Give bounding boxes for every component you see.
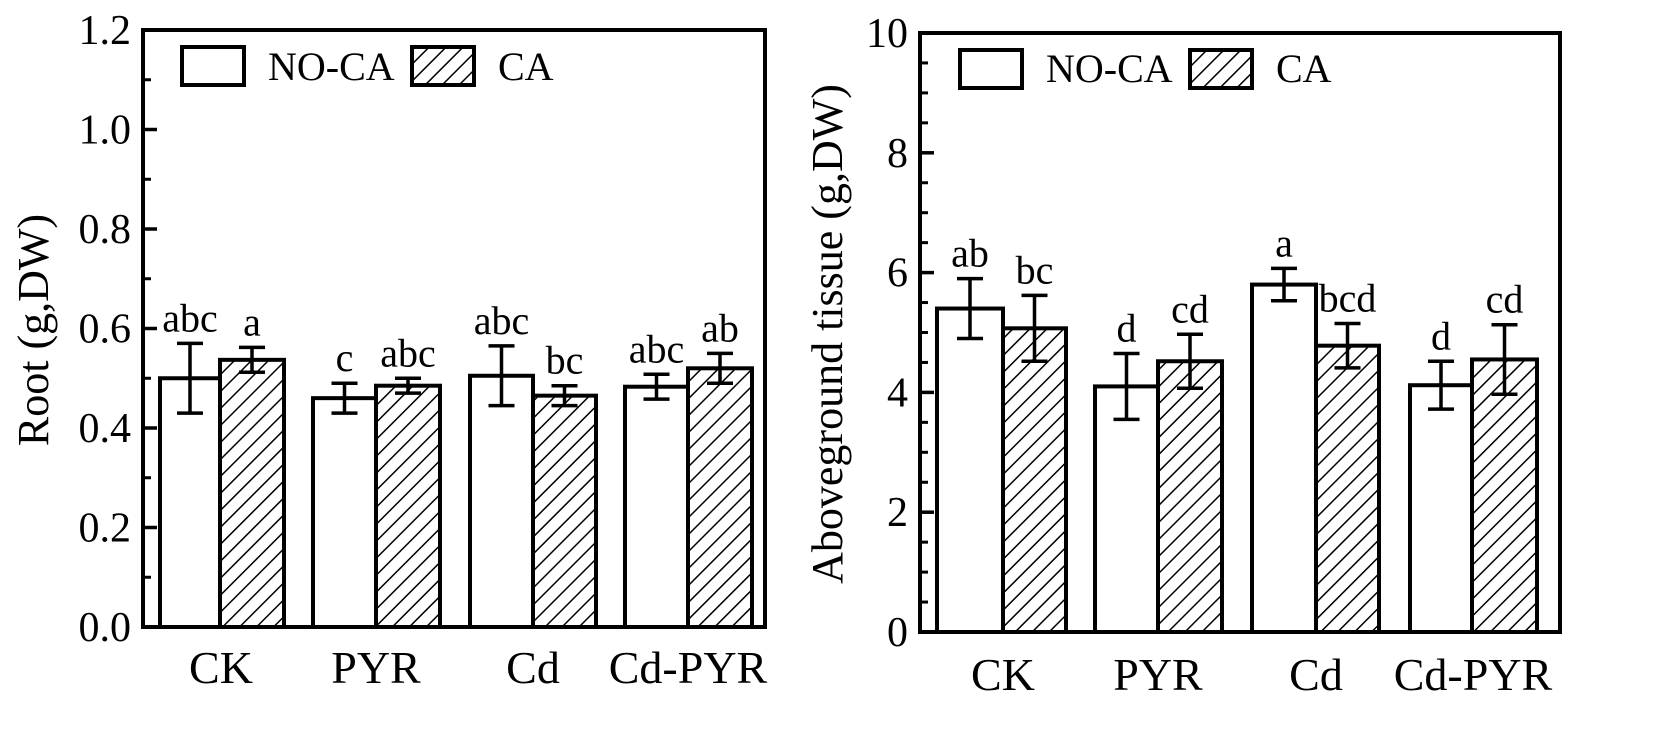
aboveground-x-category-label-pyr: PYR bbox=[1113, 649, 1203, 700]
root-bar-cd-ca bbox=[531, 393, 598, 629]
legend-ca-label: CA bbox=[498, 44, 554, 89]
root-legend: NO-CA CA bbox=[180, 44, 554, 89]
root-bar-cd-pyr-no-ca bbox=[623, 384, 690, 629]
root-sig-label-cd-pyr-no-ca: abc bbox=[629, 326, 685, 371]
aboveground-sig-label-cd-pyr-ca: cd bbox=[1486, 277, 1524, 322]
aboveground-sig-label-cd-ca: bcd bbox=[1319, 276, 1377, 321]
root-x-category-label-ck: CK bbox=[189, 642, 253, 693]
root-bar-pyr-ca bbox=[374, 383, 442, 629]
aboveground-y-tick-label: 0 bbox=[887, 610, 908, 656]
root-bar-ck-no-ca bbox=[158, 376, 222, 629]
legend-ca-label: CA bbox=[1276, 46, 1332, 91]
root-y-axis-title: Root (g,DW) bbox=[9, 214, 58, 446]
aboveground-sig-label-ck-no-ca: ab bbox=[951, 231, 989, 276]
legend-no-ca-label: NO-CA bbox=[1046, 46, 1173, 91]
aboveground-sig-label-pyr-no-ca: d bbox=[1117, 305, 1137, 350]
aboveground-bar-cd-pyr-ca bbox=[1470, 357, 1539, 634]
root-sig-label-pyr-no-ca: c bbox=[336, 335, 354, 380]
root-x-category-label-pyr: PYR bbox=[331, 642, 421, 693]
root-x-category-label-cd: Cd bbox=[506, 642, 560, 693]
root-sig-label-pyr-ca: abc bbox=[380, 330, 436, 375]
aboveground-sig-label-cd-no-ca: a bbox=[1275, 220, 1293, 265]
root-y-tick-label: 1.2 bbox=[79, 8, 132, 54]
root-sig-label-cd-no-ca: abc bbox=[474, 298, 530, 343]
legend-no-ca-swatch bbox=[958, 48, 1024, 90]
legend-ca-swatch bbox=[1188, 48, 1254, 90]
root-y-tick-label: 0.6 bbox=[79, 307, 132, 353]
aboveground-legend: NO-CA CA bbox=[958, 46, 1332, 91]
root-bar-pyr-no-ca bbox=[311, 396, 378, 629]
aboveground-bar-ck-no-ca bbox=[935, 306, 1005, 634]
aboveground-bar-cd-ca bbox=[1314, 343, 1381, 634]
aboveground-x-category-label-ck: CK bbox=[971, 649, 1035, 700]
root-sig-label-cd-pyr-ca: ab bbox=[701, 305, 739, 350]
aboveground-bar-cd-no-ca bbox=[1250, 282, 1318, 634]
aboveground-y-tick-label: 10 bbox=[866, 11, 908, 57]
root-sig-label-ck-no-ca: abc bbox=[162, 295, 218, 340]
root-bar-cd-pyr-ca bbox=[686, 366, 754, 629]
aboveground-y-axis-title: Aboveground tissue (g,DW) bbox=[803, 84, 852, 584]
aboveground-y-tick-label: 4 bbox=[887, 370, 908, 416]
aboveground-y-tick-label: 6 bbox=[887, 251, 908, 297]
root-sig-label-ck-ca: a bbox=[243, 299, 261, 344]
root-sig-label-cd-ca: bc bbox=[546, 338, 584, 383]
root-y-tick-label: 0.0 bbox=[79, 605, 132, 651]
aboveground-sig-label-cd-pyr-no-ca: d bbox=[1431, 313, 1451, 358]
aboveground-biomass-chart: Aboveground tissue (g,DW) ab bcd cdabcddcd… bbox=[803, 11, 1562, 700]
aboveground-bar-cd-pyr-no-ca bbox=[1408, 383, 1474, 634]
aboveground-sig-label-pyr-ca: cd bbox=[1171, 286, 1209, 331]
legend-ca-swatch bbox=[410, 45, 476, 87]
root-y-tick-label: 0.4 bbox=[79, 406, 132, 452]
aboveground-bar-pyr-ca bbox=[1156, 359, 1224, 634]
aboveground-bar-pyr-no-ca bbox=[1093, 384, 1160, 634]
aboveground-x-category-label-cd-pyr: Cd-PYR bbox=[1394, 649, 1553, 700]
root-y-tick-label: 0.2 bbox=[79, 506, 132, 552]
aboveground-y-tick-label: 8 bbox=[887, 131, 908, 177]
aboveground-x-category-label-cd: Cd bbox=[1289, 649, 1343, 700]
aboveground-y-tick-label: 2 bbox=[887, 490, 908, 536]
legend-no-ca-label: NO-CA bbox=[268, 44, 395, 89]
root-bar-ck-ca bbox=[218, 357, 286, 629]
root-x-category-label-cd-pyr: Cd-PYR bbox=[609, 642, 768, 693]
aboveground-bar-ck-ca bbox=[1001, 326, 1068, 634]
legend-no-ca-swatch bbox=[180, 45, 246, 87]
root-bar-cd-no-ca bbox=[468, 373, 535, 630]
root-y-tick-label: 1.0 bbox=[79, 108, 132, 154]
aboveground-sig-label-ck-ca: bc bbox=[1016, 247, 1054, 292]
root-y-tick-label: 0.8 bbox=[79, 207, 132, 253]
